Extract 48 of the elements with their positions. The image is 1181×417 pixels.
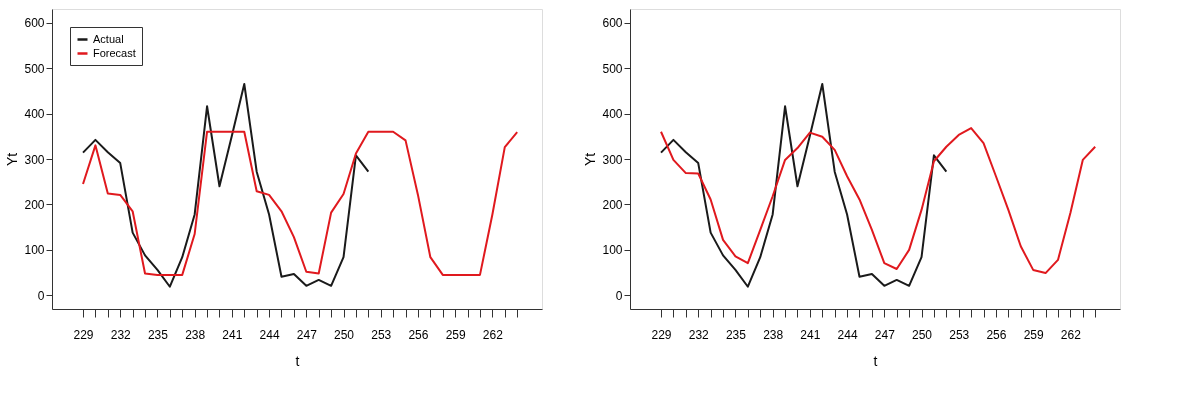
x-tick-label: 253 (949, 327, 970, 342)
y-tick-label: 0 (615, 288, 623, 303)
x-tick-label: 247 (296, 327, 318, 342)
x-tick-label: 235 (725, 327, 747, 342)
x-tick-label: 253 (371, 327, 392, 342)
x-tick-label: 250 (912, 327, 933, 342)
x-tick-label: 247 (874, 327, 896, 342)
y-tick-label: 600 (602, 16, 623, 31)
y-tick-label: 400 (602, 107, 623, 122)
x-tick-label: 244 (259, 327, 280, 342)
line-series (660, 127, 1097, 275)
x-tick-label: 232 (110, 327, 132, 342)
y-tick-label: 100 (602, 243, 623, 258)
x-tick-label: 229 (651, 327, 672, 342)
y-tick-label: 100 (24, 243, 45, 258)
y-tick-label: 200 (602, 197, 623, 212)
y-axis-title: Yt (4, 152, 21, 167)
x-tick-label: 232 (688, 327, 710, 342)
x-tick-label: 238 (763, 327, 784, 342)
x-tick-label: 262 (482, 327, 504, 342)
x-tick-label: 256 (408, 327, 429, 342)
legend-label: Actual (93, 32, 124, 45)
y-tick-label: 400 (24, 107, 45, 122)
x-tick-label: 238 (185, 327, 206, 342)
x-tick-label: 241 (800, 327, 821, 342)
line-series (660, 83, 948, 288)
legend-label: Forecast (93, 46, 136, 59)
x-tick-label: 256 (986, 327, 1007, 342)
x-tick-label: 259 (1023, 327, 1044, 342)
x-tick-label: 259 (445, 327, 466, 342)
y-tick-label: 600 (24, 16, 45, 31)
x-tick-label: 235 (147, 327, 169, 342)
x-tick-label: 229 (73, 327, 94, 342)
x-axis-title: t (873, 352, 878, 369)
y-axis-title: Yt (582, 152, 599, 167)
x-tick-label: 262 (1060, 327, 1082, 342)
line-series (82, 83, 370, 288)
y-tick-label: 300 (602, 152, 623, 167)
y-tick-label: 500 (602, 61, 623, 76)
y-tick-label: 500 (24, 61, 45, 76)
x-tick-label: 244 (837, 327, 858, 342)
y-tick-label: 300 (24, 152, 45, 167)
x-axis-title: t (295, 352, 300, 369)
y-tick-label: 0 (37, 288, 45, 303)
x-tick-label: 250 (334, 327, 355, 342)
x-tick-label: 241 (222, 327, 243, 342)
line-series (82, 130, 519, 276)
y-tick-label: 200 (24, 197, 45, 212)
